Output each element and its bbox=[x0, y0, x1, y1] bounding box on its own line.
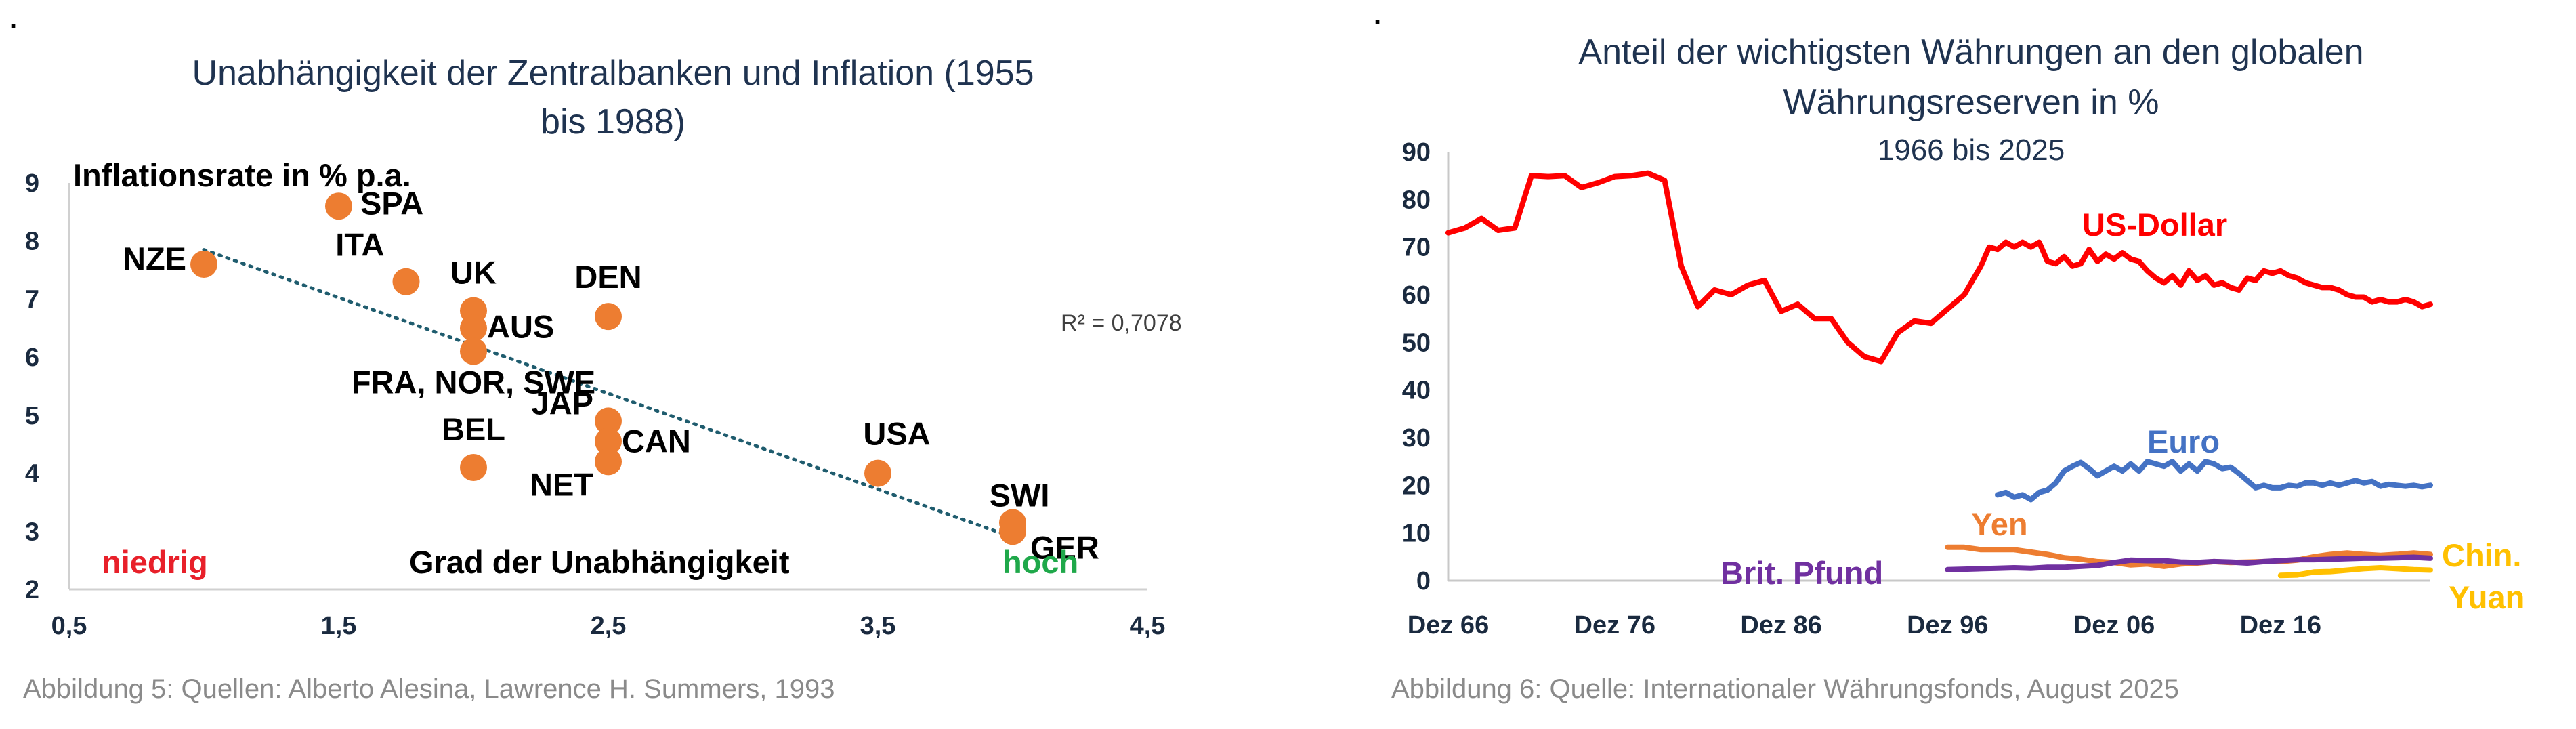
chart1-y-tick: 5 bbox=[25, 402, 39, 430]
chart1-y-tick: 9 bbox=[25, 169, 39, 198]
scatter-point bbox=[864, 459, 891, 487]
series-label: Chin. Yuan bbox=[2442, 537, 2525, 615]
series-label: Brit. Pfund bbox=[1720, 555, 1883, 591]
chart2-x-tick: Dez 06 bbox=[2073, 611, 2155, 640]
chart2-x-tick: Dez 16 bbox=[2240, 611, 2321, 640]
corner-dot-right: . bbox=[1374, 0, 1382, 30]
chart1-ylabel: Inflationsrate in % p.a. bbox=[73, 157, 411, 193]
chart1-x-tick: 4,5 bbox=[1130, 612, 1166, 640]
chart2-x-tick: Dez 86 bbox=[1740, 611, 1821, 640]
chart1-y-tick: 7 bbox=[25, 285, 39, 314]
scatter-point-label: UK bbox=[450, 255, 497, 291]
chart2-title-line1: Anteil der wichtigsten Währungen an den … bbox=[1578, 33, 2363, 72]
chart2-y-tick: 10 bbox=[1402, 520, 1431, 548]
chart1-high-label: hoch bbox=[1002, 544, 1078, 580]
chart1-x-tick: 1,5 bbox=[321, 612, 357, 640]
chart2-axes: 0 10 20 30 40 50 60 70 80 90 Dez 66 Dez 76 Dez 86 Dez… bbox=[1402, 138, 2430, 640]
chart2-y-tick: 30 bbox=[1402, 424, 1431, 453]
scatter-point-label: ITA bbox=[335, 227, 384, 263]
series-line bbox=[2277, 565, 2433, 579]
scatter-point-label: USA bbox=[863, 416, 930, 452]
scatter-point-label: GER bbox=[1030, 529, 1099, 565]
chart2-subtitle: 1966 bis 2025 bbox=[1878, 133, 2065, 167]
chart1-y-tick: 3 bbox=[25, 518, 39, 546]
scatter-point bbox=[325, 192, 352, 220]
chart2-x-tick: Dez 76 bbox=[1574, 611, 1655, 640]
scatter-point bbox=[999, 518, 1026, 545]
scatter-point bbox=[460, 314, 487, 342]
chart1-x-tick: 3,5 bbox=[860, 612, 896, 640]
scatter-point-label: SPA bbox=[360, 185, 423, 221]
scatter-point bbox=[595, 303, 622, 331]
scatter-point bbox=[595, 428, 622, 455]
chart2-y-tick: 0 bbox=[1416, 567, 1431, 596]
series-label: Euro bbox=[2147, 423, 2220, 459]
chart1-y-tick: 6 bbox=[25, 343, 39, 372]
chart1-low-label: niedrig bbox=[102, 544, 208, 580]
series-line bbox=[1995, 459, 2433, 503]
scatter-point-label: FRA, NOR, SWE bbox=[352, 364, 595, 400]
chart1-caption: Abbildung 5: Quellen: Alberto Alesina, L… bbox=[23, 674, 835, 704]
chart1-y-tick: 2 bbox=[25, 576, 39, 604]
series-label: US-Dollar bbox=[2082, 207, 2227, 243]
chart2-y-tick: 40 bbox=[1402, 377, 1431, 405]
scatter-point bbox=[190, 251, 217, 278]
chart2-y-tick: 60 bbox=[1402, 281, 1431, 310]
chart1-points bbox=[190, 192, 1026, 545]
chart1-r-squared: R² = 0,7078 bbox=[1061, 310, 1182, 336]
chart1-trendline-path bbox=[202, 248, 1015, 539]
scatter-point-label: JAP bbox=[532, 385, 593, 421]
scatter-chart: Unabhängigkeit der Zentralbanken und Inf… bbox=[25, 54, 1182, 640]
chart1-y-tick: 4 bbox=[25, 460, 39, 488]
scatter-point-label: NET bbox=[530, 466, 593, 502]
scatter-point bbox=[595, 448, 622, 476]
series-label: Yen bbox=[1971, 506, 2028, 542]
chart2-x-tick: Dez 66 bbox=[1408, 611, 1489, 640]
scatter-point-label: SWI bbox=[990, 477, 1050, 513]
series-line bbox=[1445, 170, 2433, 364]
chart2-series-labels: US-Dollar Euro Yen Brit. Pfund Chin. Yuan bbox=[1720, 207, 2525, 615]
chart2-title-line2: Währungsreserven in % bbox=[1783, 83, 2159, 122]
scatter-point-label: CAN bbox=[622, 423, 691, 459]
chart2-y-tick: 70 bbox=[1402, 234, 1431, 262]
chart1-axes: 2 3 4 5 6 7 8 9 0,5 1,5 2,5 3,5 4,5 bbox=[25, 169, 1166, 640]
scatter-point-label: DEN bbox=[574, 259, 641, 295]
chart1-point-labels: NZE SPA ITA UK AUS FRA, NOR, SWE DEN BEL JAP CAN N… bbox=[123, 185, 1099, 565]
chart1-x-tick: 0,5 bbox=[51, 612, 87, 640]
chart2-series-lines bbox=[1445, 170, 2433, 579]
chart1-trendline bbox=[202, 248, 1015, 539]
series-line bbox=[1945, 554, 2433, 572]
chart1-xlabel: Grad der Unabhängigkeit bbox=[409, 544, 790, 580]
chart2-x-tick: Dez 96 bbox=[1907, 611, 1988, 640]
chart2-y-tick: 90 bbox=[1402, 138, 1431, 167]
chart1-title-line2: bis 1988) bbox=[541, 102, 685, 142]
chart2-y-tick: 50 bbox=[1402, 329, 1431, 357]
scatter-point bbox=[392, 268, 420, 295]
scatter-point-label: AUS bbox=[487, 308, 554, 344]
scatter-point bbox=[595, 407, 622, 435]
scatter-point-label: BEL bbox=[442, 411, 505, 447]
chart1-title-line1: Unabhängigkeit der Zentralbanken und Inf… bbox=[192, 54, 1034, 93]
corner-dot-left: . bbox=[9, 4, 18, 34]
chart1-y-tick: 8 bbox=[25, 228, 39, 256]
scatter-point bbox=[460, 337, 487, 365]
chart2-y-tick: 80 bbox=[1402, 186, 1431, 214]
scatter-point-label: NZE bbox=[123, 241, 186, 276]
scatter-point bbox=[460, 454, 487, 481]
chart2-caption: Abbildung 6: Quelle: Internationaler Wäh… bbox=[1391, 674, 2180, 704]
chart1-x-tick: 2,5 bbox=[591, 612, 627, 640]
line-chart: Anteil der wichtigsten Währungen an den … bbox=[1402, 33, 2525, 640]
chart2-y-tick: 20 bbox=[1402, 472, 1431, 500]
